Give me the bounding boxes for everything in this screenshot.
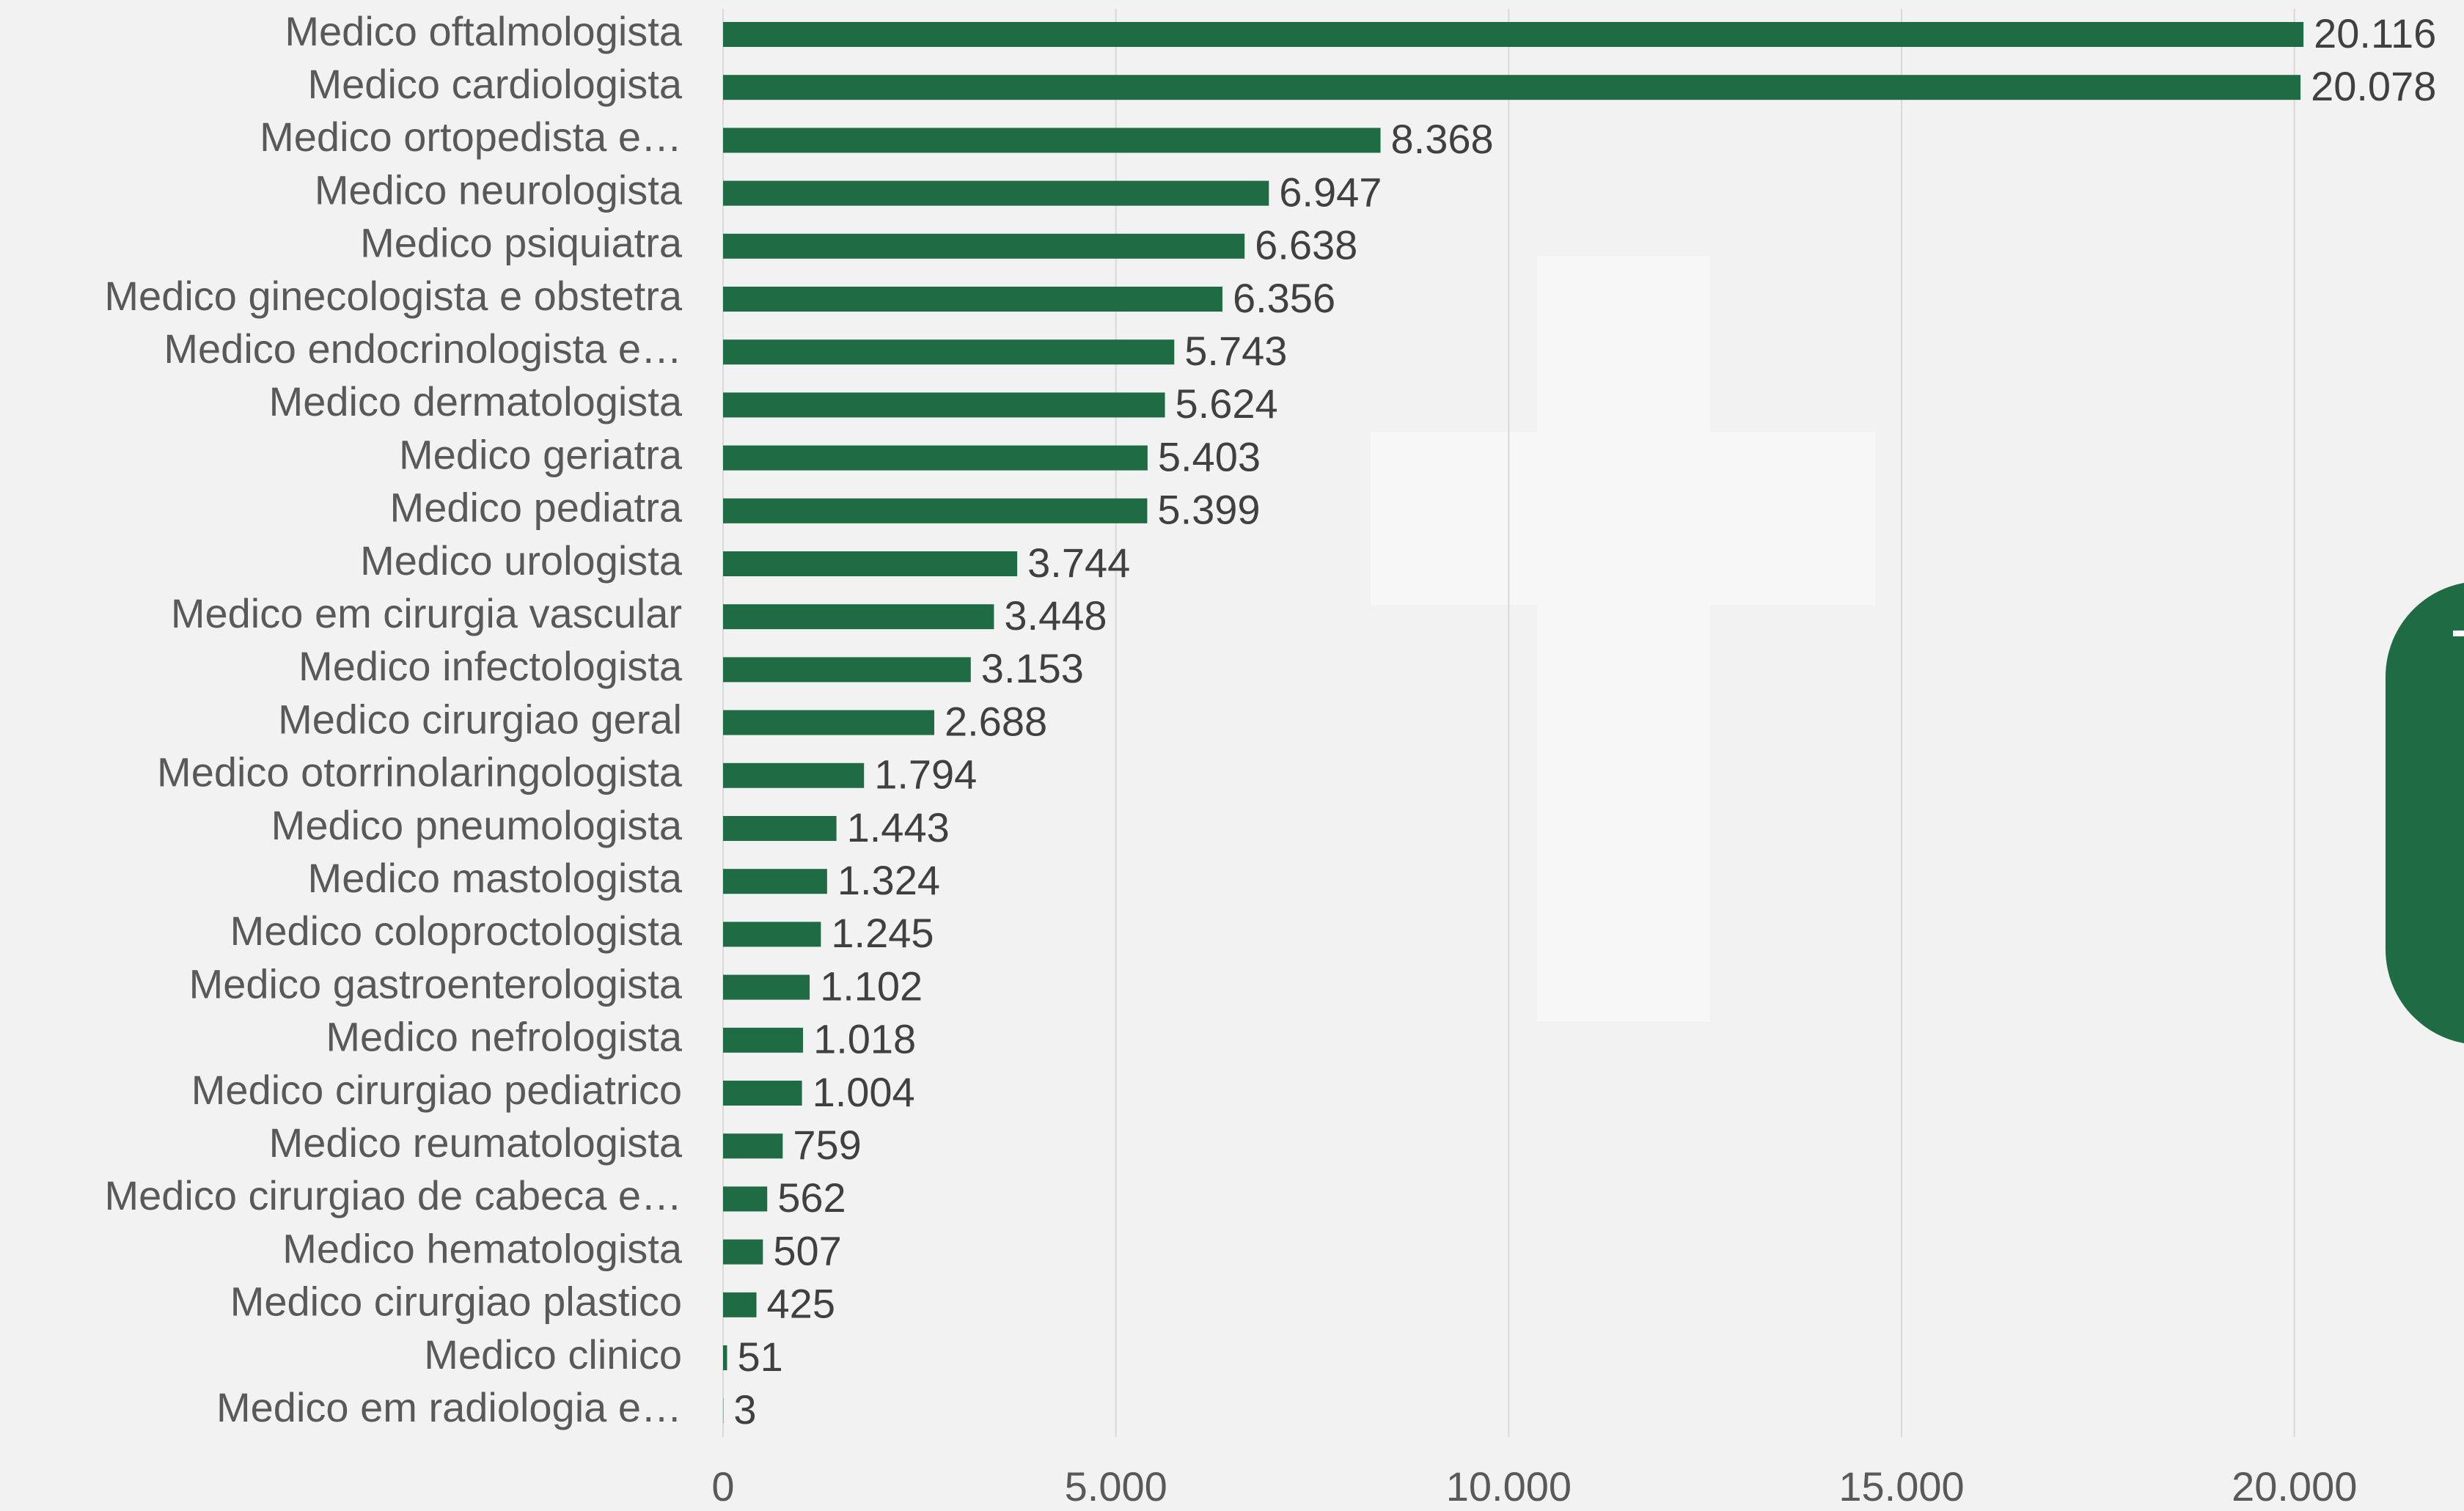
background-cross (1537, 256, 1710, 1021)
value-label: 8.368 (1391, 116, 1494, 162)
value-label: 3.744 (1027, 540, 1130, 586)
bar (723, 339, 1175, 365)
value-label: 2.688 (945, 698, 1047, 744)
y-tick-label: Medico clinico (424, 1331, 682, 1378)
bar (723, 1345, 727, 1370)
y-tick-label: Medico neurologista (315, 166, 683, 213)
x-tick-label: 5.000 (1065, 1463, 1167, 1510)
y-tick-label: Medico cirurgiao pediatrico (191, 1067, 682, 1113)
bar (723, 816, 837, 841)
value-label: 5.399 (1157, 487, 1260, 533)
y-tick-label: Medico pediatra (390, 485, 683, 531)
y-tick-label: Medico dermatologista (269, 378, 683, 424)
y-tick-label: Medico mastologista (308, 855, 683, 901)
value-label: 1.245 (831, 910, 934, 956)
bar (723, 974, 810, 1000)
y-tick-label: Medico cardiologista (308, 61, 683, 107)
bar (723, 445, 1148, 471)
bar (723, 1186, 768, 1212)
value-label: 1.443 (847, 804, 950, 850)
y-tick-label: Medico ginecologista e obstetra (104, 273, 682, 319)
x-tick-label: 15.000 (1838, 1463, 1964, 1510)
x-tick-label: 10.000 (1446, 1463, 1572, 1510)
plot: 0 5.000 10.000 15.000 20.000 Medico oftalmolo… (104, 8, 2436, 1510)
y-tick-label: Medico oftalmologista (285, 8, 682, 54)
y-tick-label: Medico cirurgiao geral (278, 696, 682, 742)
value-label: 6.947 (1279, 169, 1382, 215)
value-label: 1.794 (874, 751, 977, 798)
bar (723, 1239, 763, 1265)
bar (723, 604, 994, 630)
y-tick-label: Medico cirurgiao de cabeca e… (104, 1172, 682, 1218)
value-label: 3.153 (981, 645, 1084, 691)
side-panel-icon (2453, 630, 2464, 636)
value-label: 425 (767, 1281, 835, 1327)
value-label: 5.624 (1176, 380, 1278, 427)
bar (723, 498, 1148, 523)
bar (723, 22, 2304, 47)
x-tick-label: 20.000 (2232, 1463, 2357, 1510)
value-label: 3 (733, 1386, 756, 1433)
y-tick-label: Medico reumatologista (269, 1120, 683, 1166)
x-tick-label: 0 (711, 1463, 734, 1510)
bar (723, 1292, 757, 1317)
y-tick-label: Medico infectologista (298, 643, 683, 689)
bar (723, 180, 1269, 206)
value-label: 5.403 (1158, 433, 1261, 479)
bar (723, 762, 865, 788)
y-tick-label: Medico nefrologista (326, 1014, 682, 1060)
y-tick-label: Medico otorrinolaringologista (157, 749, 683, 795)
bar (723, 869, 827, 894)
y-tick-label: Medico em cirurgia vascular (171, 590, 682, 636)
y-tick-label: Medico urologista (360, 537, 683, 584)
value-label: 20.078 (2311, 63, 2436, 109)
bar (723, 1133, 783, 1159)
value-label: 1.324 (837, 857, 940, 903)
background-cross (1371, 432, 1875, 605)
bar (723, 392, 1165, 418)
value-label: 759 (793, 1122, 861, 1168)
y-tick-label: Medico geriatra (399, 431, 683, 477)
bar (723, 657, 971, 683)
y-tick-label: Medico psiquiatra (360, 220, 683, 266)
value-label: 1.018 (813, 1016, 916, 1062)
y-tick-label: Medico endocrinologista e… (164, 326, 682, 372)
value-label: 562 (777, 1174, 846, 1221)
bar (723, 128, 1381, 153)
y-tick-label: Medico ortopedista e… (260, 114, 682, 160)
value-label: 51 (737, 1334, 782, 1380)
bar (723, 1027, 804, 1053)
value-label: 1.102 (820, 963, 923, 1009)
y-tick-label: Medico cirurgiao plastico (230, 1279, 682, 1325)
value-label: 507 (773, 1227, 841, 1273)
y-tick-label: Medico pneumologista (271, 802, 683, 848)
bar (723, 1081, 802, 1106)
y-tick-label: Medico coloproctologista (230, 908, 683, 954)
value-label: 6.356 (1233, 275, 1335, 321)
value-label: 6.638 (1255, 222, 1357, 268)
bar (723, 233, 1245, 259)
value-label: 5.743 (1184, 328, 1287, 374)
value-label: 3.448 (1004, 592, 1107, 639)
value-label: 1.004 (813, 1069, 915, 1115)
bar (723, 551, 1018, 576)
side-panel (2386, 583, 2464, 1043)
value-label: 20.116 (2314, 10, 2436, 56)
bar (723, 287, 1222, 312)
y-tick-label: Medico em radiologia e… (216, 1384, 682, 1430)
bar (723, 922, 821, 947)
y-tick-label: Medico hematologista (282, 1225, 683, 1271)
bar (723, 710, 934, 735)
bar (723, 75, 2301, 100)
y-tick-label: Medico gastroenterologista (189, 960, 683, 1007)
